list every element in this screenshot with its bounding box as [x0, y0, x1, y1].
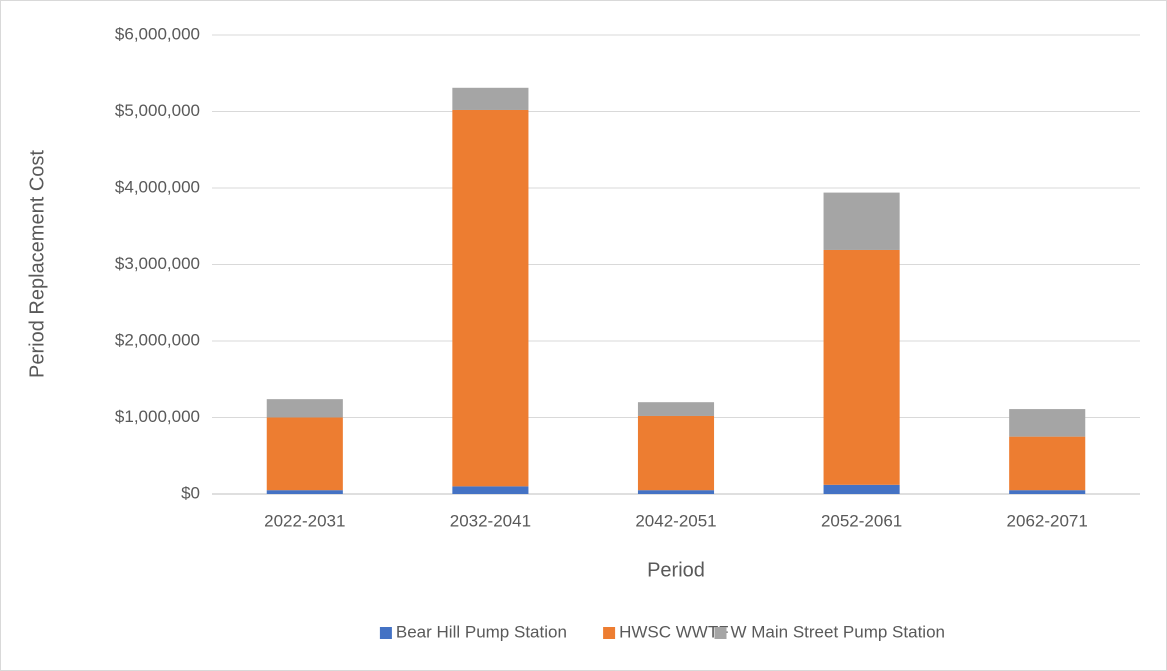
bar-segment — [637, 415, 715, 491]
bar-segment — [823, 192, 900, 250]
y-tick-label: $6,000,000 — [115, 24, 200, 43]
x-axis-title: Period — [647, 559, 705, 581]
bar-segment — [1009, 409, 1086, 437]
x-tick-label: 2062-2071 — [1007, 511, 1088, 530]
bar-segment — [637, 402, 715, 416]
bar-segment — [266, 490, 343, 494]
bar-segment — [452, 486, 529, 494]
bar-segment — [823, 484, 900, 494]
bar-segment — [452, 109, 529, 487]
bar-segment — [266, 417, 343, 491]
bar-segment — [266, 399, 343, 418]
legend-label: W Main Street Pump Station — [731, 622, 945, 641]
y-axis-title: Period Replacement Cost — [26, 150, 48, 378]
y-tick-label: $4,000,000 — [115, 177, 200, 196]
x-tick-label: 2022-2031 — [264, 511, 345, 530]
bar-segment — [1009, 490, 1086, 494]
legend-swatch — [379, 627, 392, 639]
x-tick-label: 2042-2051 — [635, 511, 716, 530]
y-tick-label: $1,000,000 — [115, 407, 200, 426]
bar-segment — [452, 87, 529, 110]
legend-swatch — [603, 627, 616, 639]
y-tick-label: $0 — [181, 483, 200, 502]
x-tick-label: 2032-2041 — [450, 511, 531, 530]
bar-segment — [1009, 436, 1086, 491]
x-tick-label: 2052-2061 — [821, 511, 902, 530]
legend-label: Bear Hill Pump Station — [396, 622, 567, 641]
y-tick-label: $2,000,000 — [115, 330, 200, 349]
y-tick-label: $5,000,000 — [115, 101, 200, 120]
bar-segment — [637, 490, 715, 494]
y-tick-label: $3,000,000 — [115, 254, 200, 273]
bar-segment — [823, 249, 900, 485]
legend-label: HWSC WWTF — [619, 622, 729, 641]
legend-swatch — [714, 627, 727, 639]
